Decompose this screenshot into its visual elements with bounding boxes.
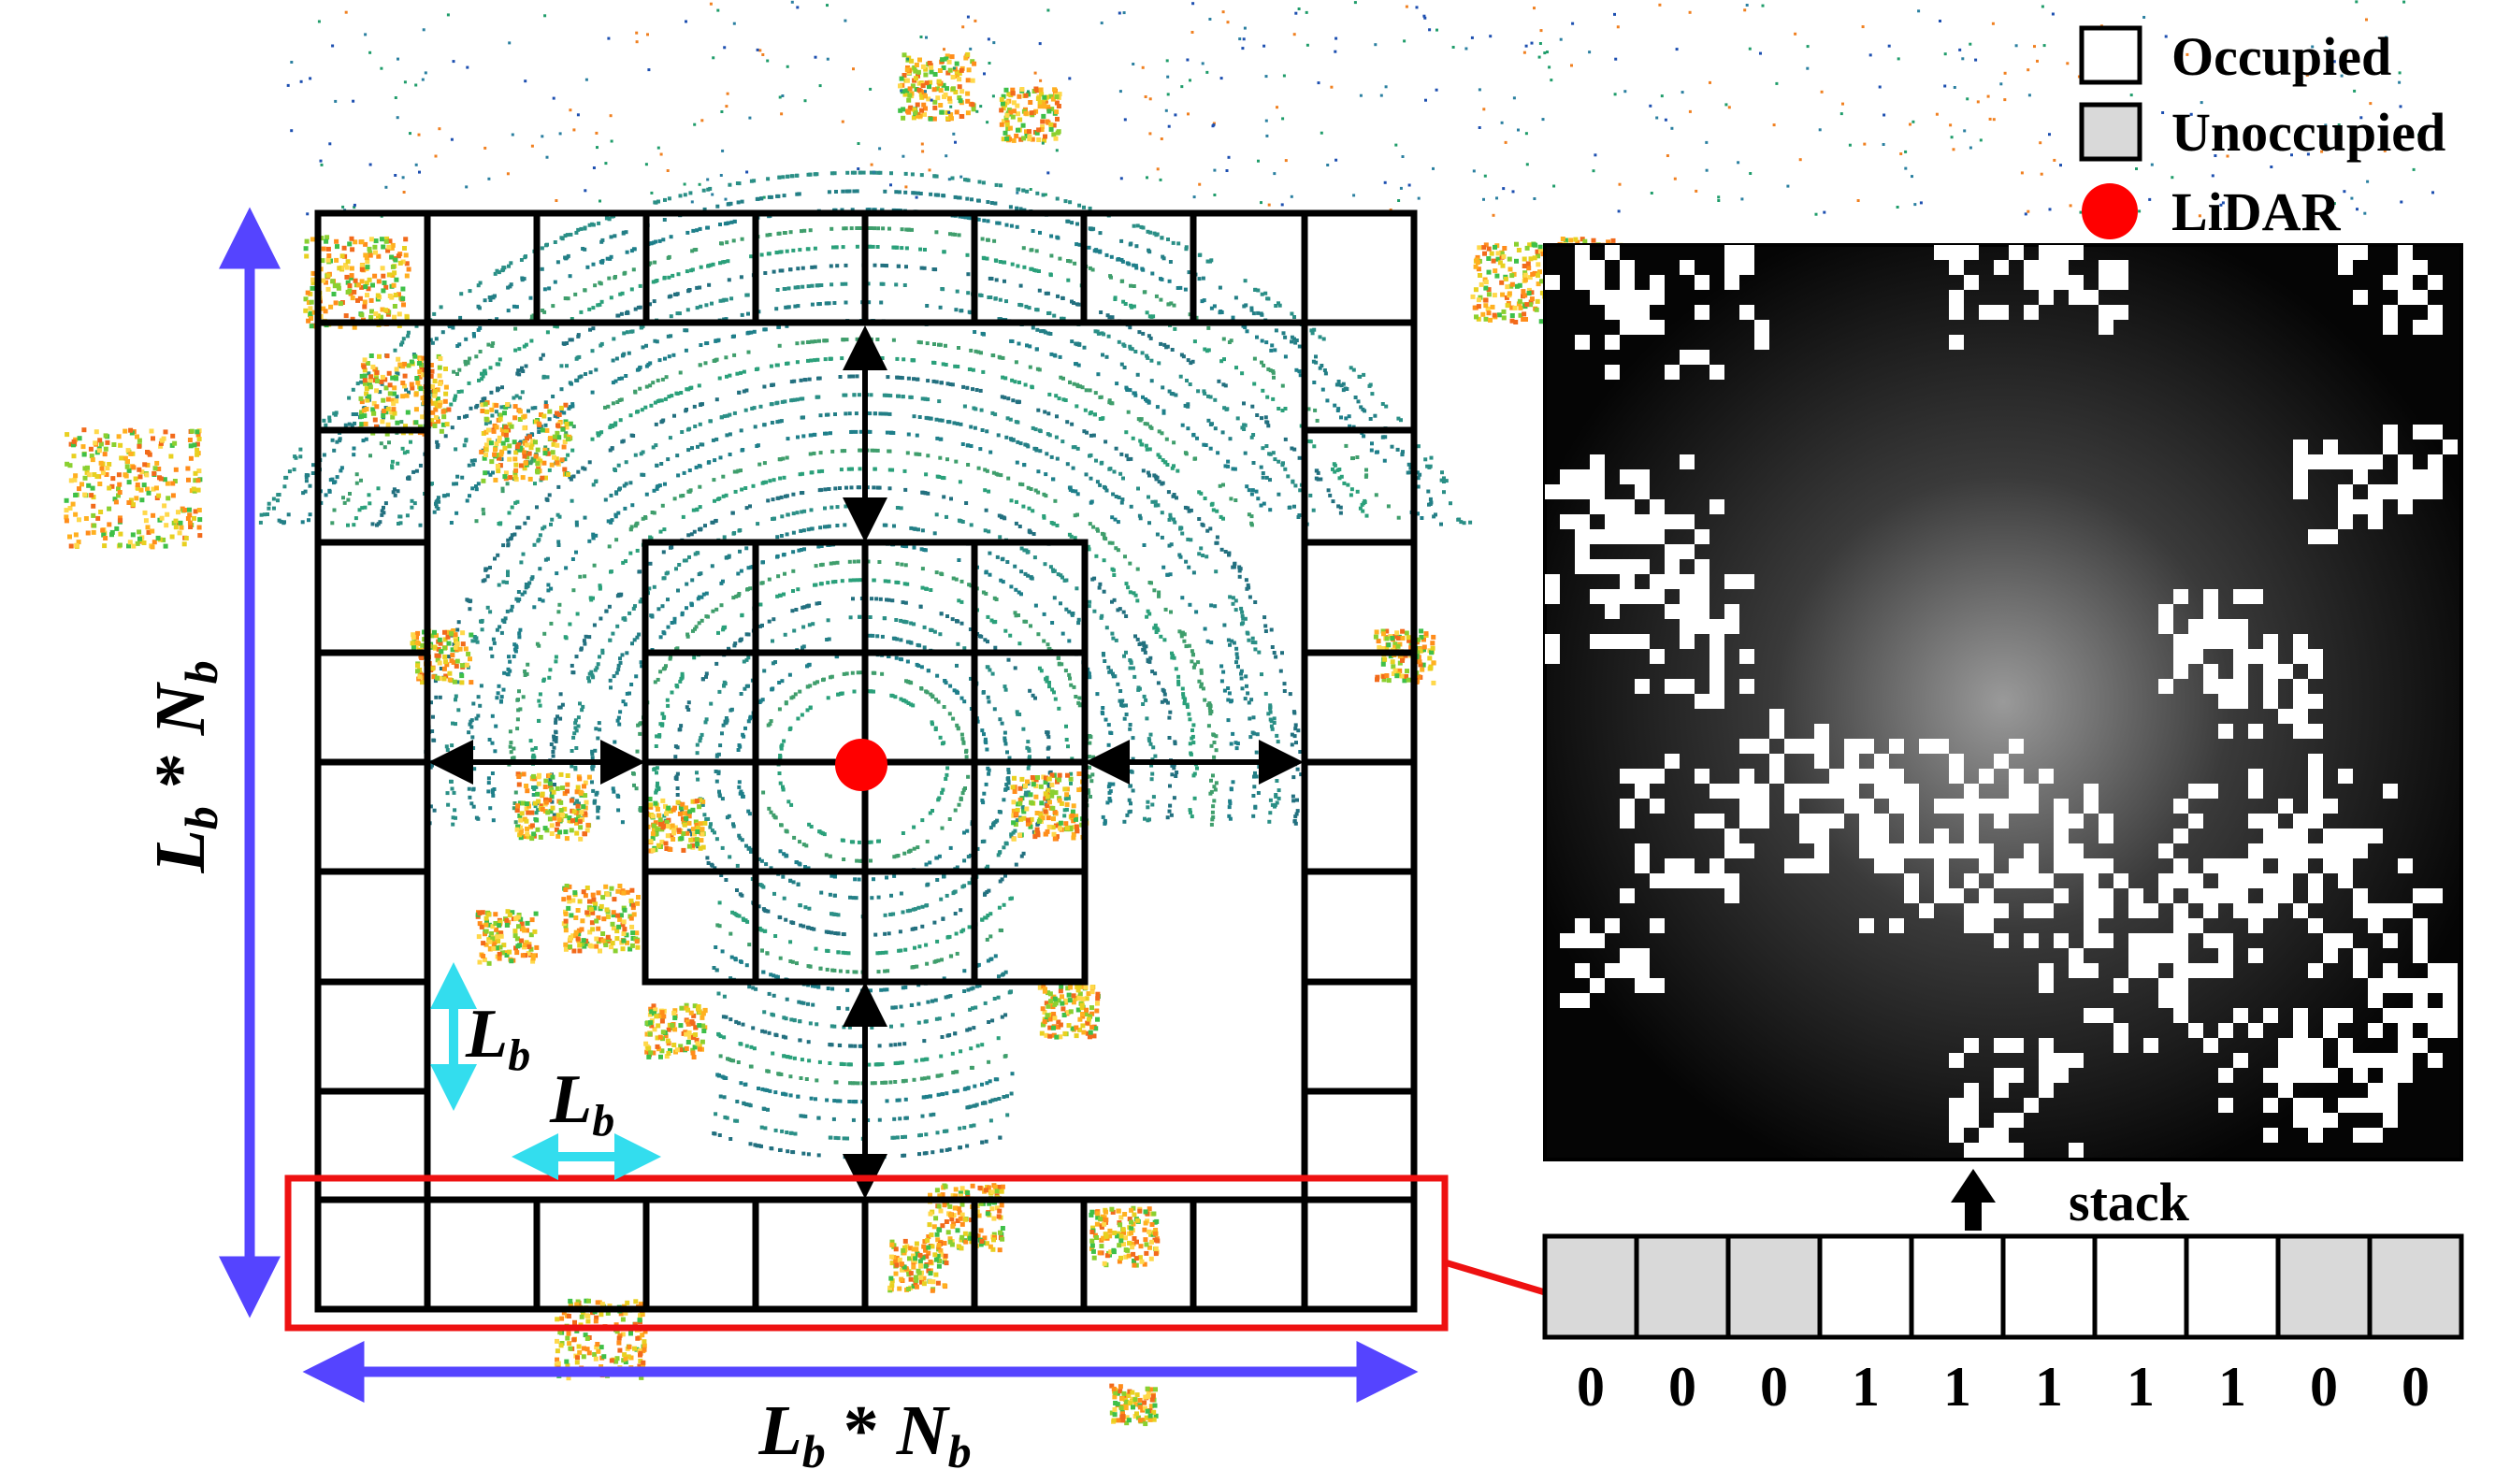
bin-cell — [2184, 1233, 2281, 1340]
highlight-connector-line — [1443, 1259, 1547, 1296]
range-arrows — [428, 325, 1304, 1199]
legend-lidar-dot — [2082, 183, 2138, 239]
bin-cell — [1634, 1233, 1731, 1340]
bin-cell — [2000, 1233, 2098, 1340]
stack-arrow-icon — [1951, 1169, 1996, 1231]
legend-occupied-label: Occupied — [2171, 26, 2391, 87]
bin-cell — [1725, 1233, 1823, 1340]
legend: Occupied Unoccupied LiDAR — [2079, 25, 2445, 242]
occupancy-map — [1543, 243, 2463, 1161]
bin-value: 0 — [2310, 1356, 2338, 1418]
bin-cell — [2275, 1233, 2373, 1340]
occupied-regions — [1545, 245, 2458, 1158]
horizontal-extent-label: Lb * Nb — [757, 1391, 971, 1477]
lidar-origin-dot — [835, 739, 887, 791]
bin-cell — [1542, 1233, 1639, 1340]
bin-cell — [1817, 1233, 1914, 1340]
highlighted-row-box — [284, 1174, 1449, 1332]
bin-value: 1 — [2035, 1356, 2063, 1418]
stack-label: stack — [2069, 1172, 2190, 1232]
bin-value: 1 — [1943, 1356, 1971, 1418]
bin-value: 0 — [1760, 1356, 1788, 1418]
bin-cell — [2092, 1233, 2189, 1340]
bin-value: 1 — [1852, 1356, 1880, 1418]
bin-value: 1 — [2218, 1356, 2246, 1418]
vertical-extent-label: Lb * Nb — [141, 660, 227, 873]
bin-cell — [2367, 1233, 2464, 1340]
bin-size-horizontal-label: Lb — [549, 1061, 614, 1145]
legend-unoccupied-swatch — [2079, 102, 2142, 162]
bin-value: 0 — [1668, 1356, 1696, 1418]
bin-value: 0 — [2402, 1356, 2430, 1418]
bin-value: 1 — [2127, 1356, 2155, 1418]
legend-unoccupied-label: Unoccupied — [2171, 102, 2445, 163]
bin-strip — [1542, 1233, 2464, 1340]
legend-occupied-swatch — [2079, 25, 2142, 85]
bin-cell — [1909, 1233, 2006, 1340]
bin-values: 0 0 0 1 1 1 1 1 0 0 — [1577, 1356, 2430, 1418]
bin-value: 0 — [1577, 1356, 1605, 1418]
bin-size-vertical-label: Lb — [465, 996, 530, 1080]
legend-lidar-label: LiDAR — [2171, 181, 2342, 242]
